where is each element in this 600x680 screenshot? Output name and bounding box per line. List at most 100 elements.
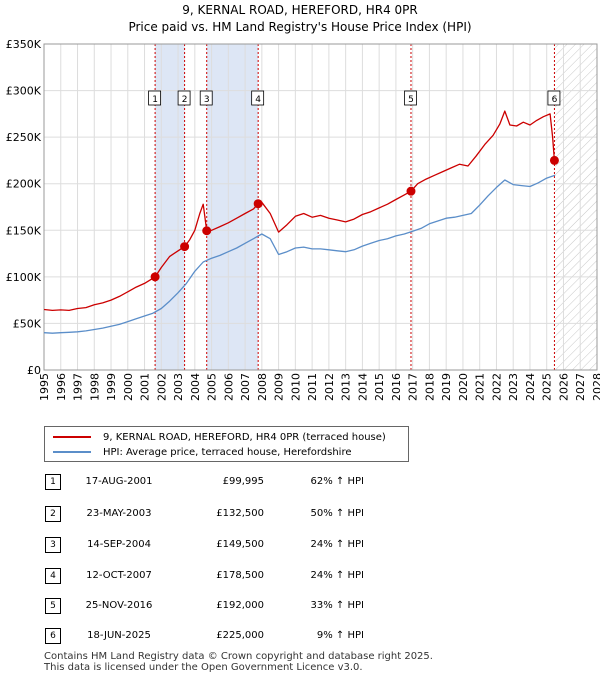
marker-label-box (148, 90, 162, 106)
transaction-number: 6 (45, 628, 61, 644)
marker-label-box (547, 90, 561, 106)
transaction-price: £192,000 (216, 600, 264, 611)
x-tick-label: 2024 (524, 373, 537, 401)
transaction-hpi: 24% ↑ HPI (310, 570, 364, 581)
legend-item-property: 9, KERNAL ROAD, HEREFORD, HR4 0PR (terra… (53, 430, 386, 444)
sale-point (180, 242, 190, 252)
transaction-number: 2 (45, 506, 61, 522)
transaction-hpi: 33% ↑ HPI (310, 600, 364, 611)
transaction-number: 5 (45, 598, 61, 614)
x-tick-label: 2007 (239, 373, 252, 401)
marker-label-box (251, 90, 265, 106)
legend: 9, KERNAL ROAD, HEREFORD, HR4 0PR (terra… (44, 426, 409, 462)
y-tick-label: £200K (6, 178, 42, 191)
x-tick-label: 2025 (541, 373, 554, 401)
x-tick-label: 2016 (390, 373, 403, 401)
marker-label-box (199, 90, 213, 106)
y-tick-label: £50K (13, 317, 42, 330)
legend-swatch-hpi (53, 451, 91, 453)
marker-label: 5 (408, 95, 414, 105)
plot-frame (43, 43, 598, 371)
transaction-price: £149,500 (216, 539, 264, 550)
transaction-number: 1 (45, 474, 61, 490)
chart-subtitle: Price paid vs. HM Land Registry's House … (128, 20, 471, 34)
x-tick-label: 2009 (273, 373, 286, 401)
x-tick-label: 2022 (490, 373, 503, 401)
x-tick-label: 1995 (38, 373, 51, 401)
table-row: 6 18-JUN-2025 £225,000 9% ↑ HPI (44, 626, 404, 646)
x-tick-label: 2012 (323, 373, 336, 401)
x-tick-label: 2027 (574, 373, 587, 401)
footer: Contains HM Land Registry data © Crown c… (44, 651, 433, 673)
x-tick-label: 2004 (189, 373, 202, 401)
transaction-number: 4 (45, 568, 61, 584)
table-row: 5 25-NOV-2016 £192,000 33% ↑ HPI (44, 596, 404, 616)
sale-point (150, 272, 160, 282)
x-tick-label: 2023 (507, 373, 520, 401)
table-row: 1 17-AUG-2001 £99,995 62% ↑ HPI (44, 472, 404, 492)
forecast-hatch (555, 44, 597, 370)
legend-swatch-property (53, 436, 91, 438)
table-row: 2 23-MAY-2003 £132,500 50% ↑ HPI (44, 504, 404, 524)
series-line-property (43, 110, 556, 312)
transaction-price: £132,500 (216, 508, 264, 519)
transaction-hpi: 9% ↑ HPI (316, 630, 364, 641)
y-tick-label: £250K (6, 131, 42, 144)
y-tick-label: £150K (6, 224, 42, 237)
transaction-price: £99,995 (222, 476, 264, 487)
x-tick-label: 2008 (256, 373, 269, 401)
transaction-hpi: 24% ↑ HPI (310, 539, 364, 550)
marker-label: 4 (255, 95, 261, 105)
x-tick-label: 2018 (423, 373, 436, 401)
y-tick-label: £100K (6, 271, 42, 284)
legend-label-property: 9, KERNAL ROAD, HEREFORD, HR4 0PR (terra… (103, 431, 386, 443)
shaded-span (206, 44, 259, 370)
y-tick-label: £300K (6, 85, 42, 98)
marker-label-box (404, 90, 417, 106)
x-tick-label: 2010 (289, 373, 302, 401)
price-chart: 9, KERNAL ROAD, HEREFORD, HR4 0PR Price … (6, 3, 600, 401)
marker-label: 1 (152, 95, 158, 105)
transaction-date: 17-AUG-2001 (85, 476, 153, 487)
transaction-date: 12-OCT-2007 (86, 570, 152, 581)
transaction-price: £225,000 (216, 630, 264, 641)
y-tick-label: £0 (27, 364, 41, 377)
footer-copyright: Contains HM Land Registry data © Crown c… (44, 651, 433, 662)
x-tick-label: 2017 (407, 373, 420, 401)
x-tick-label: 1996 (55, 373, 68, 401)
sale-point (253, 199, 263, 209)
transaction-date: 14-SEP-2004 (87, 539, 151, 550)
transaction-hpi: 62% ↑ HPI (310, 476, 364, 487)
series-line-hpi (43, 174, 556, 334)
x-tick-label: 2026 (557, 373, 570, 401)
x-tick-label: 2000 (122, 373, 135, 401)
x-tick-label: 2014 (356, 373, 369, 401)
transaction-date: 25-NOV-2016 (85, 600, 153, 611)
transaction-price: £178,500 (216, 570, 264, 581)
transaction-number: 3 (45, 537, 61, 553)
x-tick-label: 2002 (155, 373, 168, 401)
x-tick-label: 2021 (474, 373, 487, 401)
marker-label: 6 (552, 95, 558, 105)
transaction-date: 18-JUN-2025 (87, 630, 151, 641)
sale-point (406, 186, 416, 196)
transaction-date: 23-MAY-2003 (86, 508, 152, 519)
x-tick-label: 2001 (139, 373, 152, 401)
x-tick-label: 1999 (105, 373, 118, 401)
marker-label: 2 (182, 95, 188, 105)
table-row: 4 12-OCT-2007 £178,500 24% ↑ HPI (44, 566, 404, 586)
x-tick-label: 2013 (340, 373, 353, 401)
sale-point (202, 226, 212, 236)
x-tick-label: 2005 (206, 373, 219, 401)
x-tick-label: 2006 (222, 373, 235, 401)
x-tick-label: 2028 (591, 373, 600, 401)
x-tick-label: 2020 (457, 373, 470, 401)
marker-label-box (177, 90, 191, 106)
x-tick-label: 2019 (440, 373, 453, 401)
legend-label-hpi: HPI: Average price, terraced house, Here… (103, 446, 352, 458)
legend-item-hpi: HPI: Average price, terraced house, Here… (53, 445, 351, 459)
transaction-hpi: 50% ↑ HPI (310, 508, 364, 519)
chart-title: 9, KERNAL ROAD, HEREFORD, HR4 0PR (182, 3, 418, 17)
plot-area (44, 44, 597, 370)
x-tick-label: 2015 (373, 373, 386, 401)
